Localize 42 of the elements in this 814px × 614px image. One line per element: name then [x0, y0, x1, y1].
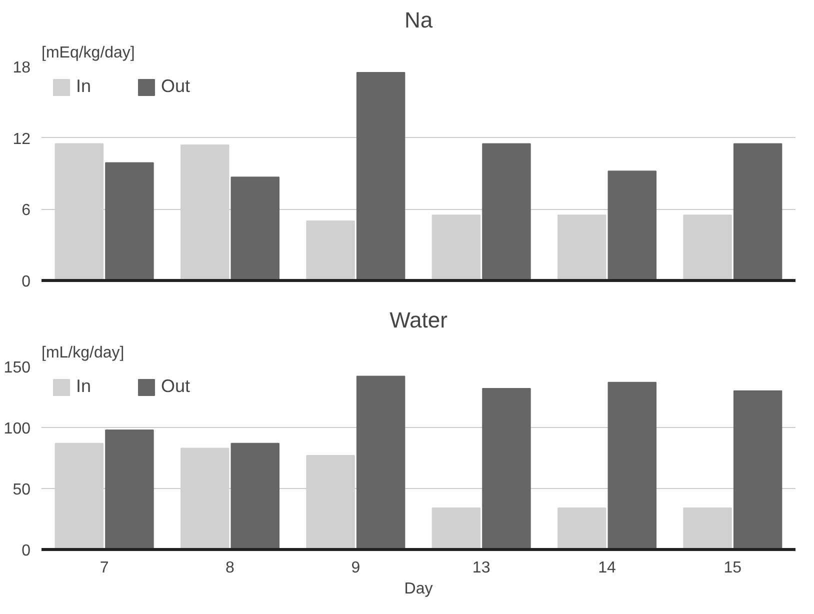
y-tick-label: 6	[22, 202, 31, 220]
bar	[230, 176, 280, 280]
bar	[105, 429, 154, 550]
bar	[683, 214, 732, 280]
bar	[733, 390, 782, 550]
y-tick-label: 150	[4, 360, 31, 376]
x-axis-title: Day	[404, 580, 433, 598]
y-tick-label: 100	[4, 420, 31, 438]
chart-title: Water	[390, 308, 448, 332]
bar	[306, 220, 355, 280]
bar	[482, 143, 531, 280]
legend-label: Out	[161, 376, 190, 397]
bar	[230, 442, 280, 550]
bar	[356, 376, 406, 550]
bar	[608, 382, 657, 550]
legend-label: Out	[161, 76, 190, 97]
bar	[557, 214, 606, 280]
bar	[482, 388, 531, 550]
x-tick-label: 8	[226, 560, 235, 576]
y-tick-label: 18	[12, 60, 31, 76]
x-tick-label: 15	[724, 560, 742, 576]
y-tick-label: 12	[12, 130, 31, 148]
bar	[683, 508, 732, 550]
y-tick-label: 0	[22, 274, 31, 290]
bar	[608, 170, 657, 280]
bar	[557, 508, 606, 550]
bar	[105, 162, 154, 280]
y-tick-label: 0	[22, 542, 31, 560]
legend-label: In	[76, 376, 92, 397]
x-tick-label: 13	[472, 560, 490, 576]
bar	[432, 214, 481, 280]
y-axis-title: [mEq/kg/day]	[42, 44, 135, 62]
y-tick-label: 50	[12, 482, 31, 498]
bar	[356, 72, 406, 280]
bar	[432, 508, 481, 550]
y-axis-title: [mL/kg/day]	[42, 344, 124, 362]
bar	[733, 143, 782, 280]
legend-label: In	[76, 76, 92, 97]
x-tick-label: 9	[351, 560, 360, 576]
x-tick-label: 14	[598, 560, 616, 576]
x-tick-label: 7	[100, 560, 109, 576]
chart-title: Na	[404, 8, 434, 32]
